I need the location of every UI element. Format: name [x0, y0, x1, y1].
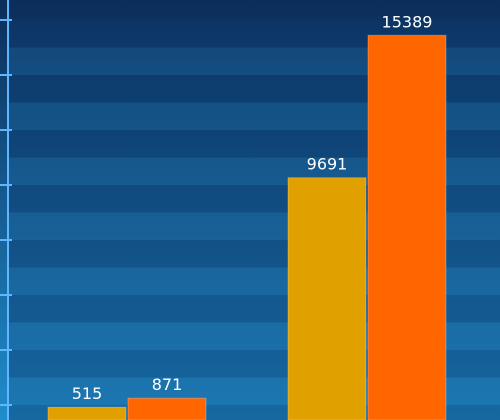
data-label-series-2-category-1: 871 — [152, 375, 183, 394]
y-axis — [0, 0, 12, 420]
data-labels-group: 515 871 9691 15389 — [72, 12, 433, 403]
bar-series-2-category-2 — [367, 34, 447, 420]
data-label-series-1-category-1: 515 — [72, 384, 103, 403]
bar-series-1-category-2 — [287, 177, 367, 420]
bar-series-2-category-1 — [127, 397, 207, 420]
data-label-series-2-category-2: 15389 — [382, 12, 433, 31]
bar-series-1-category-1 — [47, 406, 127, 420]
bars-group — [47, 34, 447, 420]
data-label-series-1-category-2: 9691 — [307, 155, 348, 174]
